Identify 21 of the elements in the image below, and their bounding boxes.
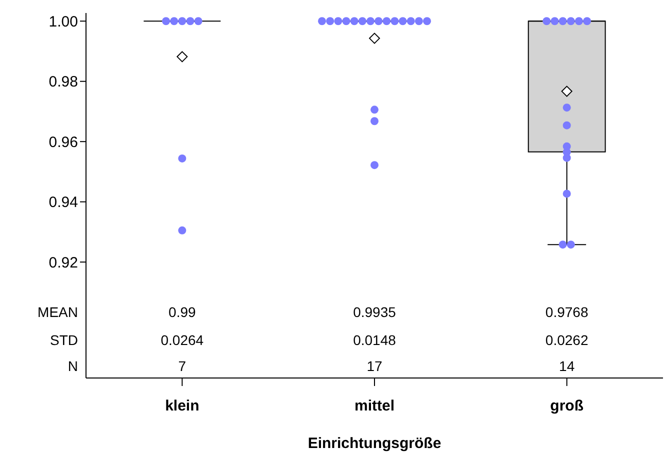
annotation: 0.0264 bbox=[160, 332, 204, 348]
annotation: 0.9768 bbox=[545, 304, 588, 320]
annotation: 14 bbox=[559, 358, 575, 374]
text: MEAN bbox=[38, 304, 78, 320]
annotation: 0.99 bbox=[168, 304, 196, 320]
y-tick-label: 1.00 bbox=[48, 13, 78, 30]
annotation: 0.9935 bbox=[353, 304, 396, 320]
annotation: 0.0262 bbox=[545, 332, 588, 348]
y-tick-label: 0.92 bbox=[48, 254, 78, 272]
x-tick-label: mittel bbox=[354, 398, 395, 415]
x-tick-label: klein bbox=[165, 398, 200, 415]
text: STD bbox=[50, 332, 78, 348]
x-axis-title: Einrichtungsgröße bbox=[308, 435, 442, 452]
y-tick-label: 0.98 bbox=[48, 74, 78, 91]
annotation: 7 bbox=[178, 358, 186, 374]
annotation: 0.0148 bbox=[353, 332, 396, 348]
y-tick-label: 0.94 bbox=[48, 194, 78, 212]
annotation: 17 bbox=[366, 358, 382, 374]
y-tick-label: 0.96 bbox=[48, 134, 78, 151]
text: N bbox=[68, 358, 78, 374]
x-tick-label: groß bbox=[550, 398, 584, 415]
